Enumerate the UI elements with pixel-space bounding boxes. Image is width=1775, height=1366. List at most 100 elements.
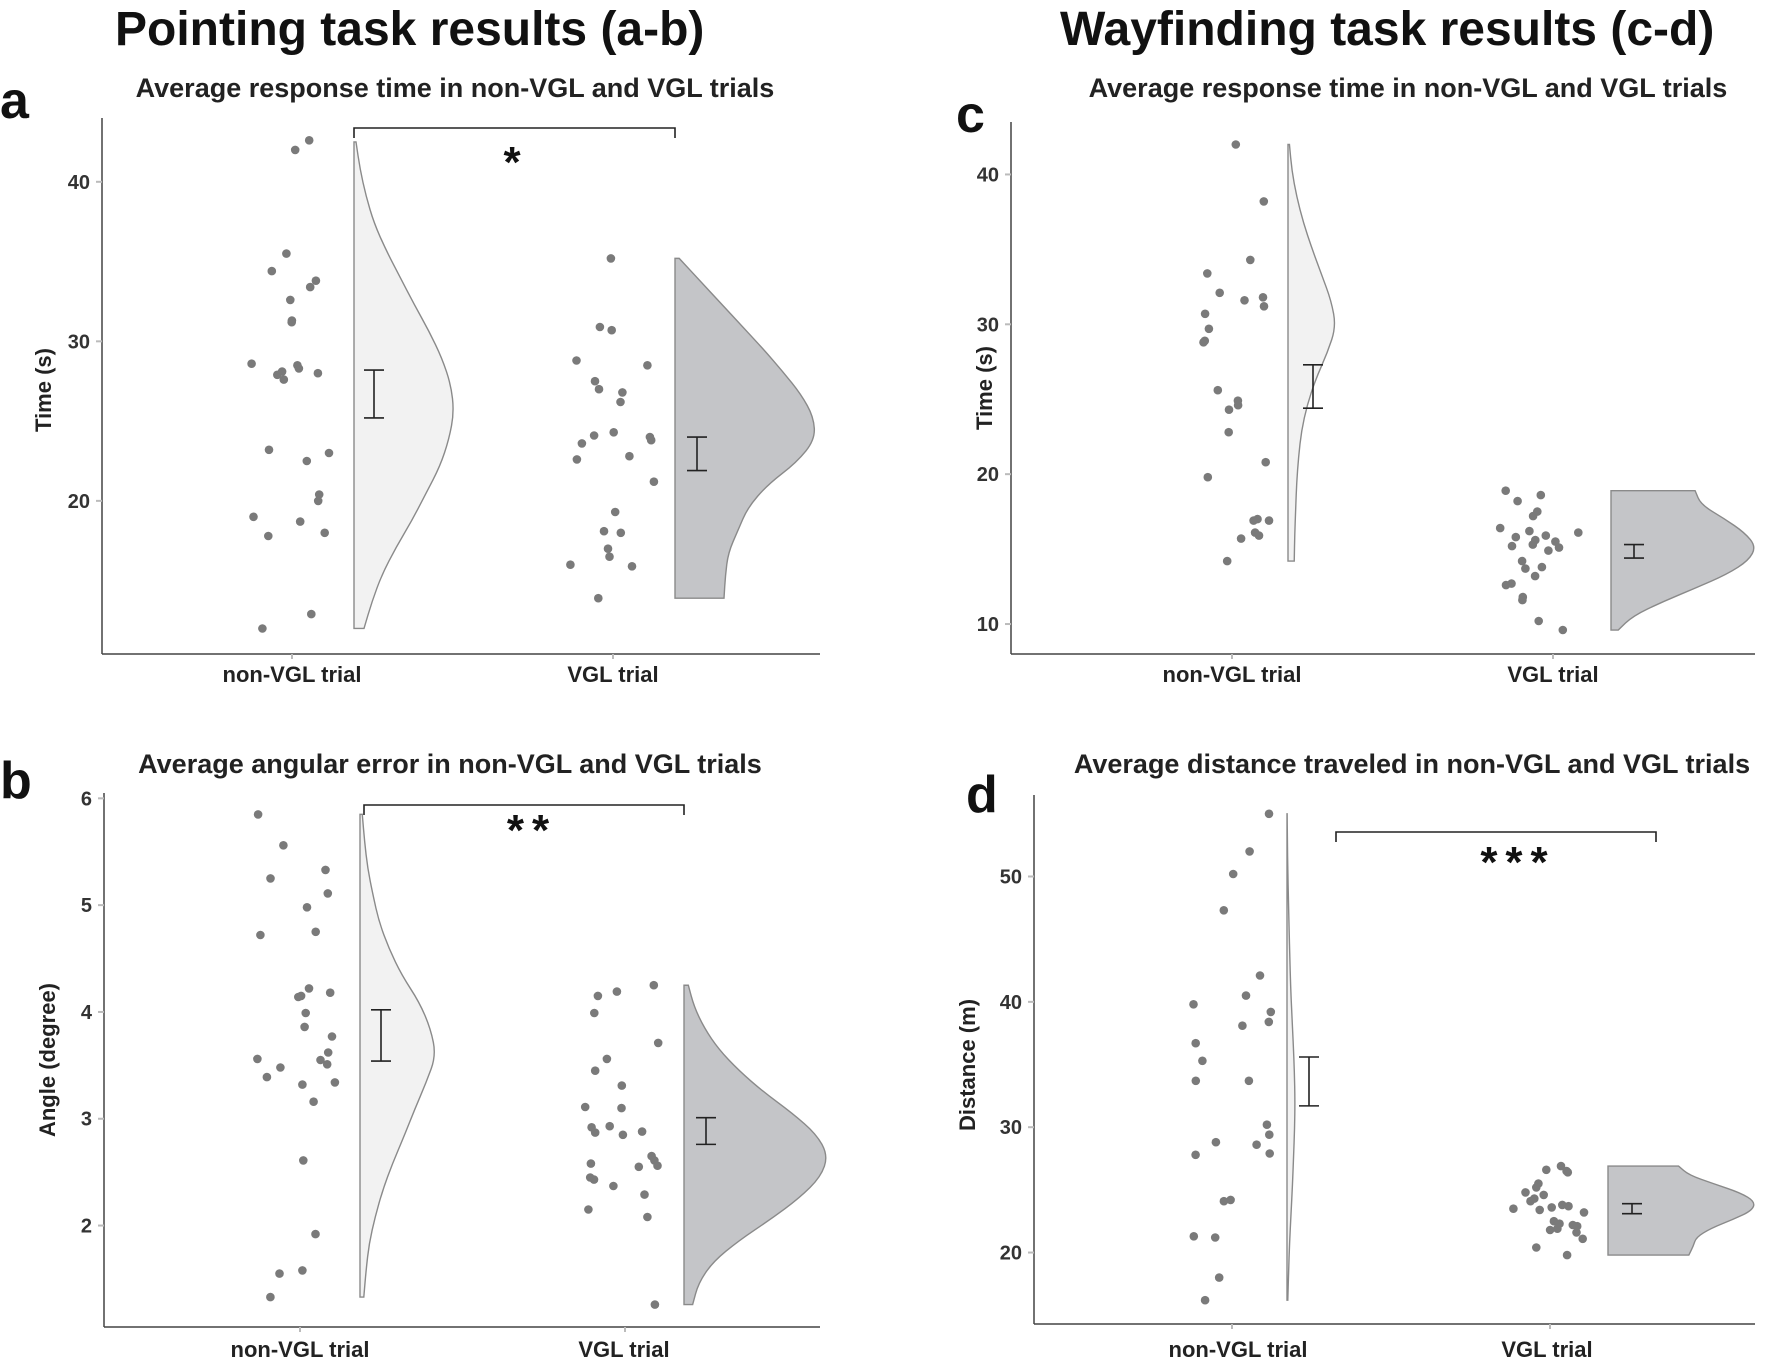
- data-point: [637, 1127, 647, 1136]
- data-point: [1525, 526, 1534, 536]
- data-point: [595, 322, 605, 332]
- data-point: [264, 445, 274, 455]
- data-point: [1224, 427, 1233, 437]
- data-point: [286, 295, 295, 305]
- data-point: [302, 903, 312, 912]
- data-point: [643, 1212, 652, 1222]
- data-point: [256, 930, 265, 940]
- data-point: [643, 361, 652, 370]
- data-point: [304, 136, 314, 145]
- data-point: [609, 1181, 618, 1191]
- data-point: [1553, 1224, 1562, 1233]
- y-axis-label: Angle (degree): [35, 983, 60, 1137]
- data-point: [253, 1054, 262, 1064]
- y-tick-label: 3: [81, 1109, 92, 1131]
- y-tick-label: 20: [1000, 1243, 1022, 1265]
- data-point: [605, 1121, 614, 1131]
- error-bar: [371, 1009, 391, 1062]
- data-point: [304, 984, 314, 993]
- data-point: [590, 1008, 599, 1018]
- data-point: [616, 528, 626, 538]
- data-point: [300, 1022, 309, 1032]
- significance-stars: ***: [1480, 838, 1555, 887]
- data-point: [258, 624, 267, 633]
- data-point: [290, 145, 300, 155]
- error-bar: [1624, 543, 1644, 559]
- error-bar: [1299, 1056, 1319, 1107]
- data-point: [1528, 540, 1538, 549]
- data-point: [1238, 1021, 1247, 1030]
- data-point: [302, 456, 312, 466]
- data-point: [298, 1266, 307, 1275]
- data-point: [580, 1102, 590, 1112]
- data-point: [1264, 809, 1274, 819]
- data-point: [1203, 472, 1213, 482]
- data-point: [625, 451, 634, 461]
- data-point: [1211, 1137, 1221, 1147]
- data-point: [330, 1078, 340, 1087]
- section-title-pointing: Pointing task results (a-b): [115, 3, 705, 56]
- error-bar: [687, 436, 707, 472]
- data-point: [1562, 1250, 1572, 1260]
- y-axis-label: Distance (m): [955, 999, 980, 1131]
- violin-vgl: [1610, 489, 1755, 631]
- data-point: [322, 1060, 332, 1069]
- data-point: [1200, 1295, 1210, 1305]
- data-point: [1574, 528, 1583, 537]
- data-point: [264, 531, 273, 541]
- data-point: [572, 455, 582, 464]
- error-bar: [1622, 1202, 1642, 1215]
- y-tick-label: 20: [977, 464, 999, 486]
- data-point: [1532, 1183, 1541, 1192]
- y-tick-label: 2: [81, 1216, 92, 1238]
- data-point: [1224, 405, 1234, 415]
- data-point: [605, 552, 614, 561]
- data-point: [1228, 869, 1238, 879]
- data-point: [1507, 541, 1517, 551]
- significance-bracket: [353, 127, 676, 138]
- data-point: [279, 375, 289, 384]
- x-tick-label: VGL trial: [567, 662, 658, 687]
- data-point: [1189, 1232, 1199, 1241]
- data-point: [307, 609, 316, 619]
- data-point: [1189, 1000, 1198, 1009]
- data-point: [287, 317, 297, 327]
- data-point: [311, 927, 321, 937]
- data-point: [276, 1063, 285, 1072]
- data-point: [1215, 288, 1224, 298]
- data-point: [1528, 511, 1538, 521]
- data-point: [1579, 1208, 1589, 1217]
- data-point: [577, 439, 587, 448]
- data-point: [1261, 457, 1270, 467]
- violin-vgl: [1607, 1165, 1755, 1256]
- data-point: [590, 1066, 600, 1075]
- data-point: [1233, 400, 1243, 410]
- data-point: [294, 992, 303, 1002]
- violin-non-vgl: [1286, 813, 1296, 1301]
- data-point: [640, 1190, 649, 1199]
- data-point: [273, 370, 282, 380]
- significance-bracket: [1335, 831, 1657, 842]
- data-point: [309, 1097, 318, 1106]
- data-point: [266, 874, 275, 883]
- data-point: [589, 431, 599, 440]
- data-point: [606, 254, 616, 263]
- y-tick-label: 30: [977, 314, 999, 336]
- data-point: [1532, 1243, 1541, 1252]
- data-point: [313, 496, 323, 506]
- data-point: [1530, 571, 1540, 581]
- data-point: [653, 1038, 663, 1048]
- violin-vgl: [674, 257, 816, 599]
- data-point: [1258, 293, 1268, 302]
- data-point: [305, 282, 315, 292]
- data-point: [590, 1128, 600, 1137]
- data-point: [593, 991, 603, 1001]
- data-point: [298, 1080, 307, 1089]
- y-tick-label: 4: [81, 1002, 93, 1024]
- x-tick-label: VGL trial: [1501, 1337, 1592, 1362]
- data-point: [314, 490, 324, 499]
- data-point: [1521, 564, 1530, 573]
- data-point: [1545, 1225, 1555, 1235]
- data-point: [616, 397, 625, 407]
- data-point: [634, 1162, 644, 1172]
